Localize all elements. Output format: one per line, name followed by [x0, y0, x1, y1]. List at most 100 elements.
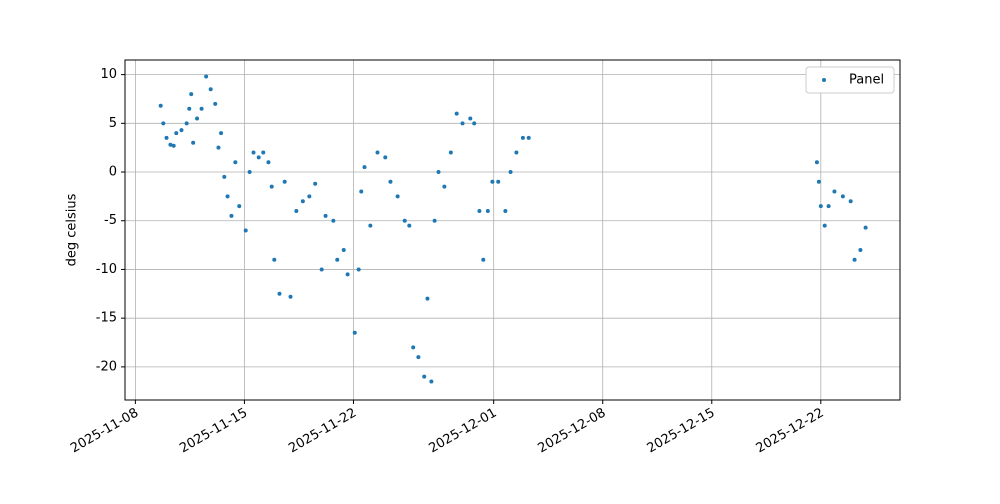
point — [269, 184, 274, 189]
point — [161, 121, 166, 126]
point — [251, 150, 256, 155]
point — [852, 257, 857, 262]
point — [362, 165, 367, 170]
y-axis-label: deg celsius — [65, 193, 80, 266]
point — [395, 194, 400, 199]
y-tick-label: -5 — [104, 213, 117, 228]
legend-box — [805, 66, 895, 94]
point — [368, 223, 373, 228]
point — [520, 135, 525, 140]
point — [526, 135, 531, 140]
point — [168, 142, 173, 147]
point — [442, 184, 447, 189]
point — [375, 150, 380, 155]
point — [477, 209, 482, 214]
point — [832, 189, 837, 194]
point — [229, 213, 234, 218]
point — [323, 213, 328, 218]
point — [272, 257, 277, 262]
y-tick-label: 5 — [109, 116, 117, 131]
point — [448, 150, 453, 155]
point — [454, 111, 459, 116]
point — [863, 225, 868, 230]
point — [429, 379, 434, 384]
point — [204, 74, 209, 79]
point — [277, 291, 282, 296]
point — [313, 181, 318, 186]
point — [425, 296, 430, 301]
point — [485, 209, 490, 214]
point — [294, 209, 299, 214]
y-tick-label: 0 — [109, 165, 117, 180]
point — [237, 204, 242, 209]
point — [171, 143, 176, 148]
y-tick-label: -15 — [96, 311, 117, 326]
point — [818, 204, 823, 209]
point — [319, 267, 324, 272]
point — [282, 179, 287, 184]
point — [432, 218, 437, 223]
legend-label: Panel — [849, 73, 884, 88]
point — [300, 199, 305, 204]
point — [407, 223, 412, 228]
point — [490, 179, 495, 184]
point — [436, 170, 441, 175]
plot-frame — [124, 59, 901, 401]
point — [243, 228, 248, 233]
point — [826, 204, 831, 209]
point — [356, 267, 361, 272]
point — [233, 160, 238, 165]
point — [816, 179, 821, 184]
point — [208, 87, 213, 92]
y-tick-label: 10 — [100, 67, 117, 82]
point — [225, 194, 230, 199]
point — [388, 179, 393, 184]
point — [345, 272, 350, 277]
point — [503, 209, 508, 214]
legend-marker — [822, 78, 826, 82]
point — [219, 131, 224, 136]
point — [184, 121, 189, 126]
point — [341, 247, 346, 252]
point — [187, 106, 192, 111]
point — [416, 355, 421, 360]
point — [514, 150, 519, 155]
point — [174, 131, 179, 136]
point — [164, 135, 169, 140]
point — [822, 223, 827, 228]
point — [460, 121, 465, 126]
point — [256, 155, 261, 160]
point — [359, 189, 364, 194]
point — [216, 145, 221, 150]
point — [352, 330, 357, 335]
point — [158, 103, 163, 108]
point — [858, 247, 863, 252]
point — [288, 294, 293, 299]
point — [191, 140, 196, 145]
point — [468, 116, 473, 121]
point — [508, 170, 513, 175]
point — [848, 199, 853, 204]
point — [266, 160, 271, 165]
point — [383, 155, 388, 160]
point — [814, 160, 819, 165]
y-tick-label: -10 — [96, 262, 117, 277]
point — [189, 92, 194, 97]
point — [307, 194, 312, 199]
point — [472, 121, 477, 126]
point — [402, 218, 407, 223]
point — [247, 170, 252, 175]
point — [261, 150, 266, 155]
point — [840, 194, 845, 199]
point — [222, 174, 227, 179]
point — [213, 101, 218, 106]
point — [331, 218, 336, 223]
point — [411, 345, 416, 350]
point — [496, 179, 501, 184]
point — [195, 116, 200, 121]
point — [179, 128, 184, 133]
point — [422, 374, 427, 379]
y-tick-label: -20 — [96, 359, 117, 374]
point — [199, 106, 204, 111]
